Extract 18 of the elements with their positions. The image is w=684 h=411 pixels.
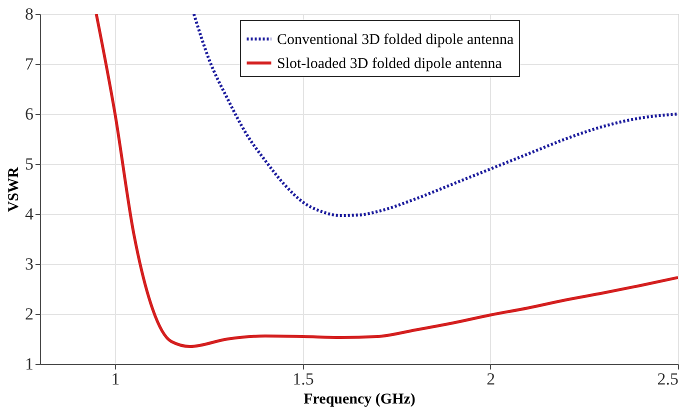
- y-tick-label: 1: [25, 354, 34, 374]
- y-tick-label: 4: [25, 204, 34, 224]
- x-tick-label: 1: [111, 370, 120, 388]
- y-tick-label: 5: [25, 154, 34, 174]
- x-tick-label: 2.5: [657, 370, 678, 388]
- y-axis-title: VSWR: [6, 166, 22, 212]
- y-tick-label: 2: [25, 304, 34, 324]
- y-tick-label: 6: [25, 104, 34, 124]
- legend-label: Conventional 3D folded dipole antenna: [277, 32, 514, 48]
- x-tick-label: 1.5: [292, 370, 314, 388]
- x-tick-label: 2: [486, 370, 496, 388]
- legend-label: Slot-loaded 3D folded dipole antenna: [277, 56, 502, 72]
- line-series: [192, 14, 678, 217]
- y-tick-label: 7: [25, 54, 34, 74]
- y-tick-label: 8: [25, 4, 34, 24]
- y-tick-label: 3: [25, 254, 34, 274]
- x-axis-title: Frequency (GHz): [304, 392, 416, 408]
- line-series: [94, 14, 678, 348]
